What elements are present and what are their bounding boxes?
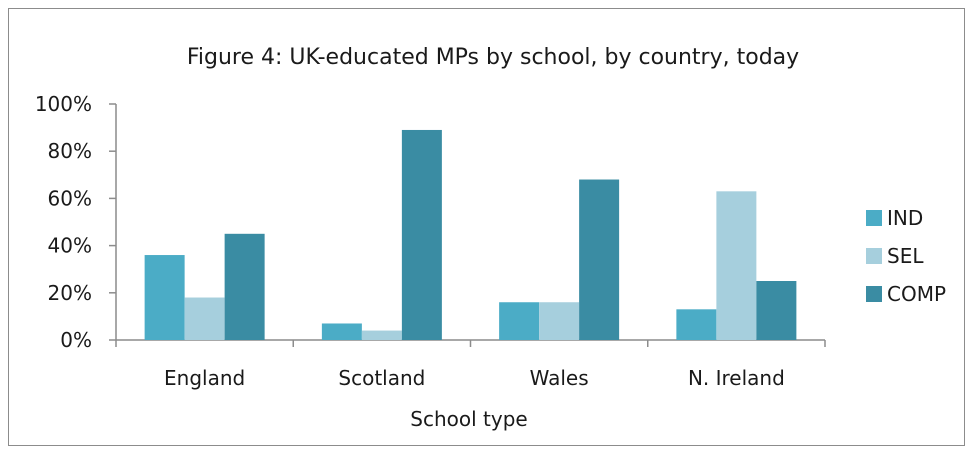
bar-sel-n-ireland <box>716 191 757 340</box>
legend-label-sel: SEL <box>887 244 924 268</box>
bar-ind-scotland <box>321 323 362 340</box>
y-tick-label: 60% <box>48 186 92 210</box>
bar-sel-wales <box>539 302 580 340</box>
y-tick-label: 20% <box>48 281 92 305</box>
legend-swatch-ind <box>866 210 882 226</box>
bar-comp-n-ireland <box>756 281 797 340</box>
chart-frame <box>8 8 965 446</box>
legend-label-comp: COMP <box>887 282 946 306</box>
bar-comp-wales <box>579 179 620 340</box>
bar-ind-england <box>144 255 185 340</box>
bar-ind-n-ireland <box>676 309 717 340</box>
y-tick-label: 40% <box>48 234 92 258</box>
bar-sel-england <box>184 297 225 340</box>
bar-sel-scotland <box>361 330 402 340</box>
x-tick-label: England <box>164 366 245 390</box>
legend-swatch-sel <box>866 248 882 264</box>
bar-comp-scotland <box>401 129 442 340</box>
chart-title: Figure 4: UK-educated MPs by school, by … <box>187 45 799 70</box>
bars <box>144 129 797 340</box>
bar-comp-england <box>224 233 265 340</box>
x-tick-label: Scotland <box>338 366 425 390</box>
legend: IND SEL COMP <box>866 206 946 306</box>
bar-ind-wales <box>499 302 540 340</box>
x-axis-label: School type <box>410 407 527 431</box>
x-tick-labels: England Scotland Wales N. Ireland <box>164 366 785 390</box>
legend-label-ind: IND <box>887 206 923 230</box>
y-tick-label: 100% <box>35 92 92 116</box>
x-tick-label: Wales <box>530 366 589 390</box>
y-tick-labels: 0% 20% 40% 60% 80% 100% <box>35 92 92 352</box>
y-tick-label: 0% <box>60 328 92 352</box>
legend-swatch-comp <box>866 286 882 302</box>
x-tick-label: N. Ireland <box>688 366 785 390</box>
y-tick-label: 80% <box>48 139 92 163</box>
